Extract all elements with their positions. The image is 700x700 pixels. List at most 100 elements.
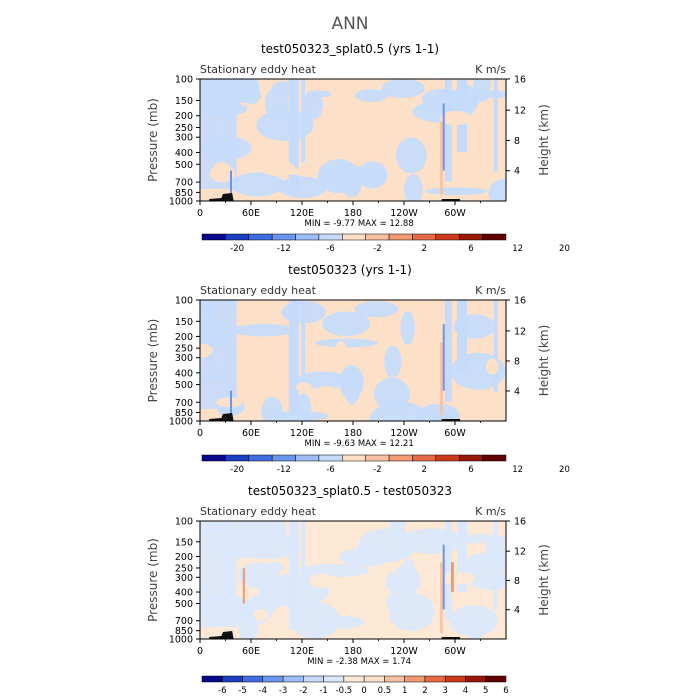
colorbar-swatch (201, 233, 226, 241)
min-max-stats: MIN = -2.38 MAX = 1.74 (307, 657, 411, 667)
chart-panel-3: test050323_splat0.5 - test050323 Stationa… (146, 484, 551, 696)
colorbar-swatch (388, 454, 413, 462)
colorbar-swatch (412, 233, 437, 241)
contour-patch (297, 564, 370, 578)
colorbar-swatch (295, 454, 320, 462)
height-tick-label: 16 (514, 517, 526, 528)
topography-asia (209, 631, 234, 639)
contour-band (457, 521, 468, 592)
lon-tick-label: 120E (290, 428, 314, 439)
colorbar-swatch (342, 454, 366, 462)
height-tick-label: 16 (514, 296, 526, 307)
colorbar-label: -6 (218, 686, 226, 696)
colorbar-swatch (262, 675, 284, 683)
lon-tick-label: 60E (242, 646, 260, 657)
colorbar-swatch (365, 233, 390, 241)
panel-title: test050323 (yrs 1-1) (288, 263, 412, 277)
contour-patch (391, 564, 421, 596)
contour-patch (277, 176, 328, 199)
y2-axis-label: Height (km) (537, 325, 551, 396)
height-tick-label: 12 (514, 326, 526, 337)
lon-tick-label: 180 (344, 208, 362, 219)
extreme-feature (450, 562, 454, 592)
colorbar-swatch (271, 233, 296, 241)
pressure-tick-label: 850 (175, 626, 193, 637)
pressure-tick-label: 200 (175, 552, 193, 563)
colorbar-swatch (282, 675, 304, 683)
chart-panel-1: test050323_splat0.5 (yrs 1-1) Stationary … (146, 42, 570, 254)
pressure-tick-label: 200 (175, 111, 193, 122)
colorbar-swatch (248, 454, 273, 462)
y2-axis-label: Height (km) (537, 544, 551, 615)
lon-tick-label: 60E (242, 208, 260, 219)
colorbar-label: 2 (421, 244, 426, 254)
lon-tick-label: 0 (197, 646, 203, 657)
colorbar-label: 1 (402, 686, 407, 696)
pressure-tick-label: 850 (175, 188, 193, 199)
colorbar-swatch (242, 675, 264, 683)
panel-units: K m/s (475, 505, 506, 518)
pressure-tick-label: 100 (175, 75, 193, 86)
panel-left-label: Stationary eddy heat (200, 63, 317, 76)
contour-band (300, 300, 305, 383)
contour-patch (240, 85, 261, 105)
y-axis-label: Pressure (mb) (146, 538, 160, 622)
pressure-tick-label: 700 (175, 178, 193, 189)
colorbar-swatch (384, 675, 405, 683)
colorbar-swatch (482, 454, 507, 462)
pressure-tick-label: 150 (175, 96, 193, 107)
contour-patch (231, 324, 296, 337)
contour-patch (253, 609, 269, 622)
colorbar-swatch (444, 675, 466, 683)
pressure-tick-label: 1000 (169, 635, 193, 646)
colorbar-label: 2 (421, 465, 426, 475)
extreme-feature (442, 103, 445, 171)
contour-patch (343, 368, 361, 405)
pressure-tick-label: 700 (175, 398, 193, 409)
extreme-feature (440, 342, 443, 415)
y-axis-label: Pressure (mb) (146, 319, 160, 403)
contour-patch (261, 396, 283, 421)
colorbar-swatch (225, 454, 250, 462)
pressure-tick-label: 250 (175, 123, 193, 134)
colorbar-swatch (424, 675, 446, 683)
min-max-stats: MIN = -9.77 MAX = 12.88 (304, 219, 413, 229)
topography-asia (209, 413, 234, 421)
contour-patch (318, 615, 366, 629)
contour-patch (354, 301, 399, 318)
topography-andes (441, 637, 461, 639)
contour-patch (296, 382, 312, 392)
lon-tick-label: 60W (444, 208, 466, 219)
colorbar: -20 -12 -6 -2 2 6 12 20 (201, 454, 570, 475)
height-tick-label: 4 (514, 605, 520, 616)
contour-patch (404, 174, 423, 201)
pressure-tick-label: 400 (175, 368, 193, 379)
contour-patch (354, 89, 389, 102)
lon-tick-label: 120W (390, 646, 418, 657)
colorbar-label: -12 (277, 465, 291, 475)
colorbar-swatch (225, 233, 250, 241)
contour-patch (216, 397, 244, 408)
contour-patch (339, 547, 392, 567)
height-tick-label: 8 (514, 576, 520, 587)
pressure-tick-label: 250 (175, 563, 193, 574)
extreme-feature (229, 390, 232, 418)
panel-title: test050323_splat0.5 - test050323 (248, 484, 452, 498)
colorbar-swatch (412, 454, 437, 462)
contour-band (444, 79, 452, 182)
colorbar-swatch (201, 454, 226, 462)
y-axis-label: Pressure (mb) (146, 98, 160, 182)
colorbar-swatch (458, 233, 483, 241)
colorbar-label: -5 (238, 686, 246, 696)
colorbar-swatch (271, 454, 296, 462)
panel-left-label: Stationary eddy heat (200, 284, 317, 297)
colorbar-label: 6 (468, 465, 473, 475)
contour-band (444, 300, 452, 402)
colorbar-swatch (303, 675, 324, 683)
contour-patch (264, 87, 289, 120)
contour-band (493, 300, 498, 392)
pressure-tick-label: 850 (175, 408, 193, 419)
panel-units: K m/s (475, 284, 506, 297)
chart-panel-2: test050323 (yrs 1-1) Stationary eddy heat… (146, 263, 570, 475)
colorbar-label: 6 (468, 244, 473, 254)
